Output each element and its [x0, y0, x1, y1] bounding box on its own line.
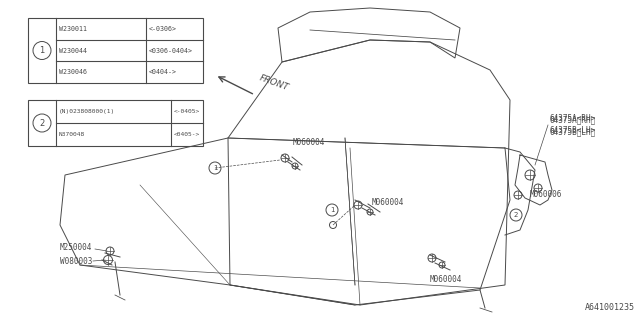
Text: M250004: M250004 — [60, 243, 92, 252]
Bar — [28, 100, 203, 146]
Text: <-0405>: <-0405> — [174, 109, 200, 114]
Text: W230046: W230046 — [59, 69, 87, 75]
Text: 1: 1 — [212, 165, 217, 171]
Text: 64375B<LH>: 64375B<LH> — [550, 125, 596, 134]
Text: W230044: W230044 — [59, 47, 87, 53]
Text: 1: 1 — [330, 207, 334, 213]
Text: 64375A<RH>: 64375A<RH> — [550, 114, 596, 123]
Text: (N)023808000(1): (N)023808000(1) — [59, 109, 115, 114]
Text: W230011: W230011 — [59, 26, 87, 32]
Text: <-0306>: <-0306> — [149, 26, 177, 32]
Text: W080003: W080003 — [60, 257, 92, 266]
Text: 2: 2 — [40, 118, 45, 127]
Text: 64375A〈RH〉: 64375A〈RH〉 — [550, 116, 596, 124]
Text: <0405->: <0405-> — [174, 132, 200, 137]
Text: FRONT: FRONT — [258, 73, 290, 92]
Text: 64375B〈LH〉: 64375B〈LH〉 — [550, 127, 596, 137]
Text: <0404->: <0404-> — [149, 69, 177, 75]
Text: M060006: M060006 — [530, 190, 563, 199]
Text: 2: 2 — [514, 212, 518, 218]
Text: A641001235: A641001235 — [585, 303, 635, 312]
Text: N370048: N370048 — [59, 132, 85, 137]
Text: M060004: M060004 — [293, 138, 325, 147]
Text: 1: 1 — [40, 46, 45, 55]
Text: M060004: M060004 — [372, 198, 404, 207]
Text: <0306-0404>: <0306-0404> — [149, 47, 193, 53]
Bar — [28, 18, 203, 83]
Text: M060004: M060004 — [430, 275, 462, 284]
